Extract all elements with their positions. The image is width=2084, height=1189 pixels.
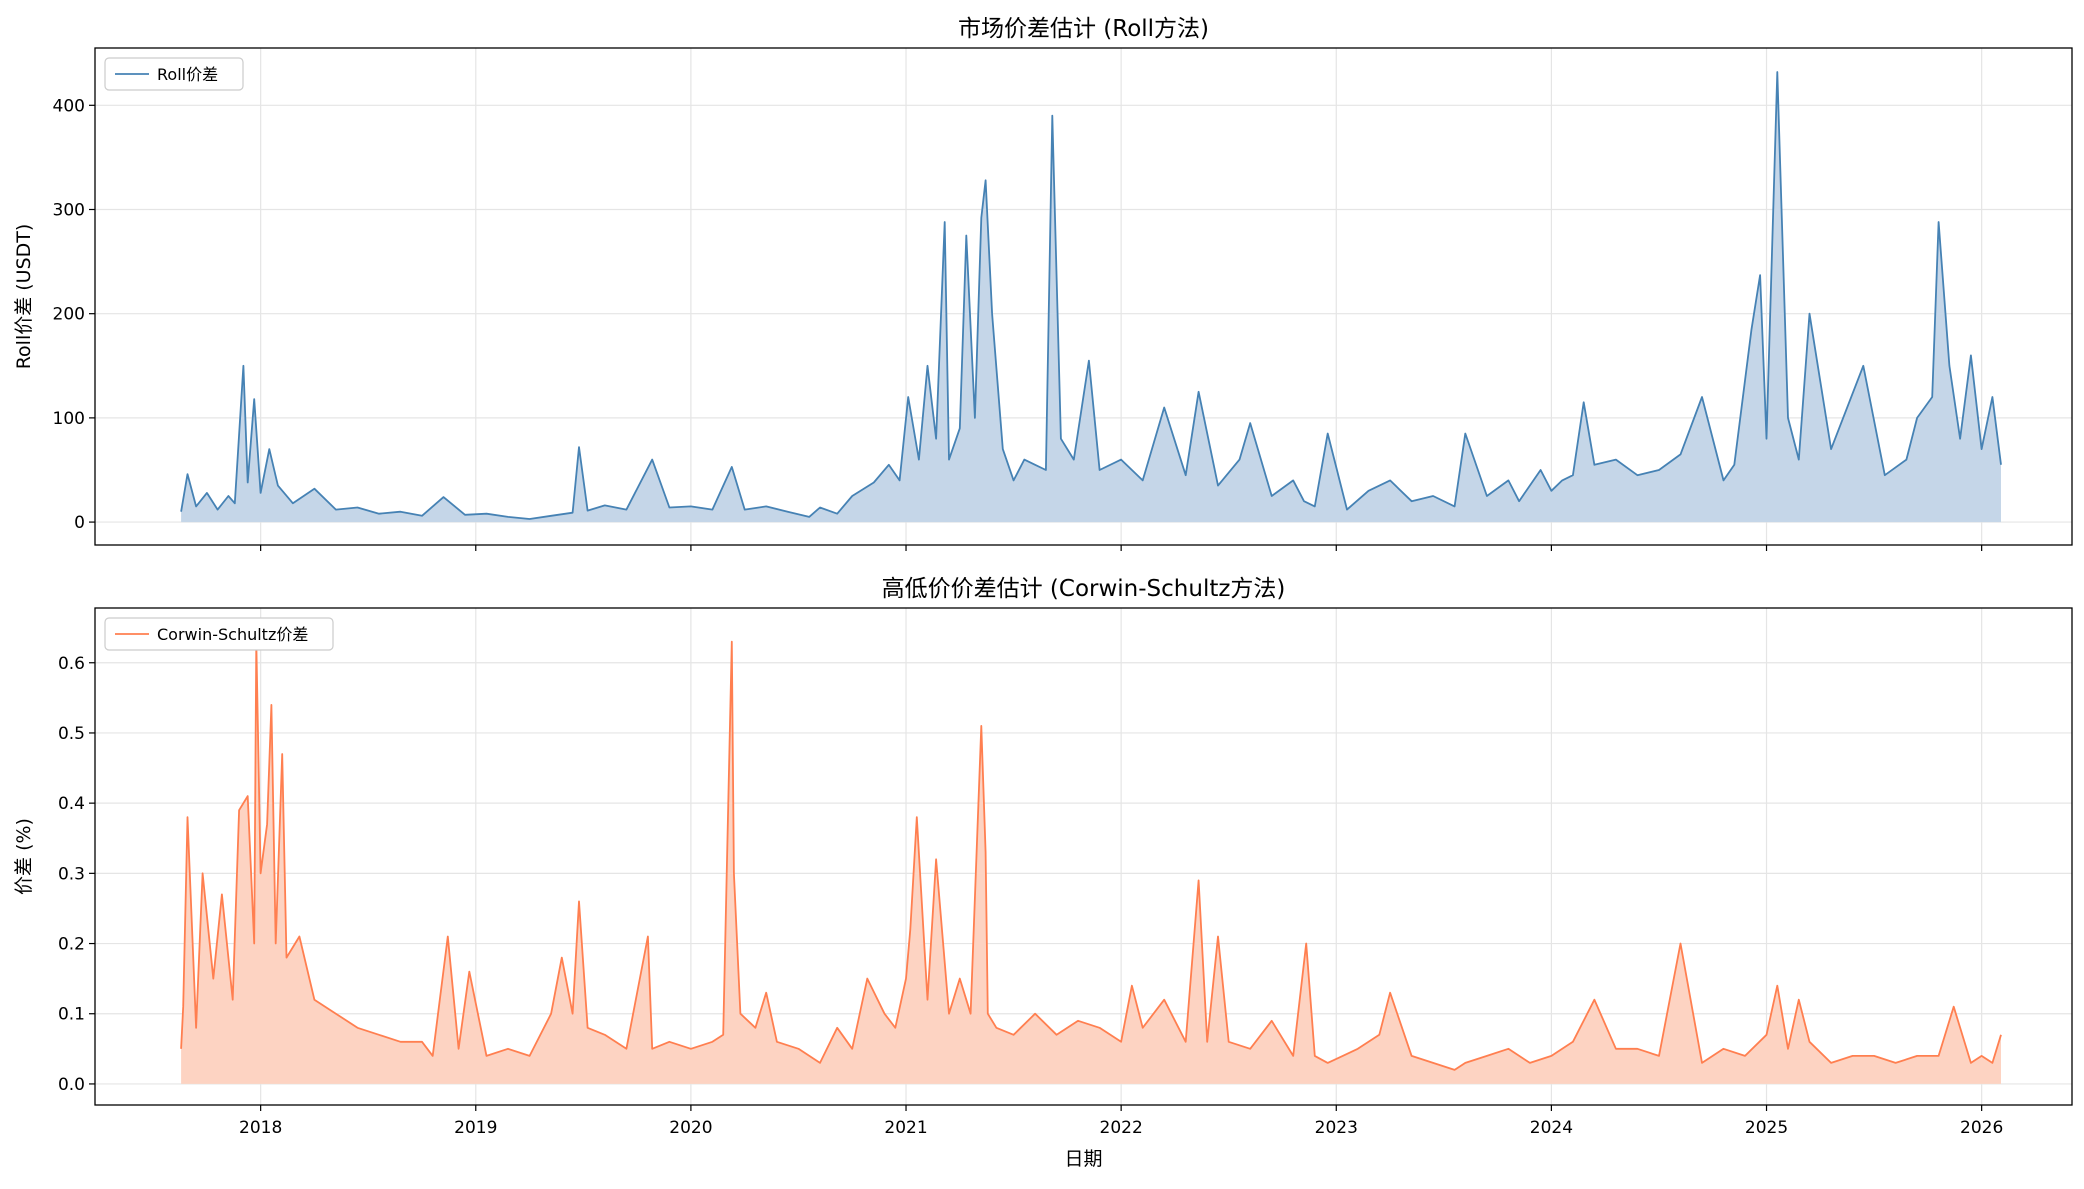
- x-axis-label: 日期: [1064, 1148, 1102, 1170]
- y-tick-label: 0.6: [58, 654, 85, 674]
- y-tick-label: 100: [53, 409, 85, 429]
- axes-frame: [94, 607, 2073, 1106]
- series-line: [180, 640, 2002, 1071]
- legend-label: Roll价差: [157, 65, 218, 84]
- axes-frame: [94, 47, 2073, 546]
- y-tick-label: 400: [53, 96, 85, 116]
- y-tick-label: 0.3: [58, 864, 85, 884]
- legend-label: Corwin-Schultz价差: [157, 625, 308, 644]
- y-tick-label: 0.0: [58, 1075, 85, 1095]
- x-tick-label: 2024: [1530, 1118, 1573, 1138]
- legend-box: [104, 617, 334, 651]
- x-tick-label: 2018: [239, 1118, 282, 1138]
- series-area-fill: [181, 641, 2002, 1084]
- x-tick-label: 2021: [884, 1118, 927, 1138]
- y-tick-label: 0: [74, 513, 85, 533]
- y-tick-label: 200: [53, 305, 85, 325]
- y-tick-label: 0.4: [58, 794, 85, 814]
- x-tick-label: 2025: [1745, 1118, 1788, 1138]
- chart-title: 高低价价差估计 (Corwin-Schultz方法): [882, 576, 1286, 602]
- y-tick-label: 0.5: [58, 724, 85, 744]
- series-area-fill: [181, 72, 2002, 523]
- x-tick-label: 2019: [454, 1118, 497, 1138]
- x-tick-label: 2020: [669, 1118, 712, 1138]
- x-tick-label: 2023: [1315, 1118, 1358, 1138]
- legend-box: [104, 57, 244, 91]
- y-tick-label: 0.2: [58, 935, 85, 955]
- series-line: [180, 71, 2002, 520]
- y-axis-label: 价差 (%): [13, 818, 35, 895]
- x-tick-label: 2022: [1100, 1118, 1143, 1138]
- y-axis-label: Roll价差 (USDT): [13, 224, 35, 370]
- y-tick-label: 0.1: [58, 1005, 85, 1025]
- x-tick-label: 2026: [1960, 1118, 2003, 1138]
- chart-title: 市场价差估计 (Roll方法): [958, 16, 1209, 42]
- y-tick-label: 300: [53, 200, 85, 220]
